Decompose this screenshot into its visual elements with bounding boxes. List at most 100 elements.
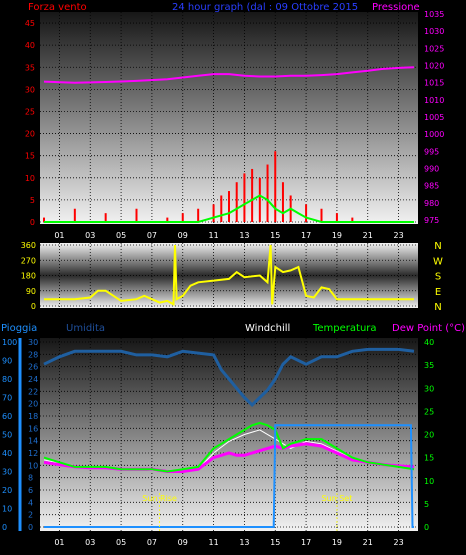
axes: 0510152025303540459759809859909951000100…	[2, 10, 444, 547]
humidity-axis-tick: 26	[28, 363, 38, 372]
rain-axis-tick: 50	[2, 431, 12, 440]
humidity-axis-tick: 0	[28, 523, 33, 532]
label-umidita: Umidita	[66, 323, 105, 334]
wind-axis-tick: 40	[25, 41, 35, 50]
x-tick-label: 17	[301, 538, 311, 547]
humidity-axis-tick: 8	[28, 474, 33, 483]
x-tick-label: 13	[239, 538, 249, 547]
humidity-axis-tick: 6	[28, 486, 33, 495]
temperature-axis-tick: 15	[424, 454, 434, 463]
annotations: Sun Rise Sun Set	[142, 493, 352, 531]
panel-temp-bg	[40, 338, 418, 531]
x-tick-label: 05	[116, 538, 126, 547]
pressure-axis-tick: 1000	[424, 130, 444, 139]
pressure-axis-tick: 1035	[424, 10, 444, 19]
rain-axis-tick: 0	[2, 523, 7, 532]
humidity-axis-tick: 14	[28, 437, 38, 446]
wind-axis-tick: 0	[30, 218, 35, 227]
humidity-axis-tick: 16	[28, 424, 38, 433]
compass-label: N	[434, 302, 441, 313]
x-tick-label: 11	[208, 231, 218, 240]
temperature-axis-tick: 5	[424, 500, 429, 509]
x-tick-label: 03	[85, 538, 95, 547]
wind-axis-tick: 25	[25, 107, 35, 116]
wind-axis-tick: 35	[25, 63, 35, 72]
humidity-axis-tick: 18	[28, 412, 38, 421]
label-pioggia: Pioggia	[1, 323, 37, 334]
grid-temp	[40, 338, 418, 531]
pressure-line	[43, 66, 415, 84]
humidity-axis-tick: 20	[28, 400, 38, 409]
pressure-axis-tick: 1030	[424, 27, 444, 36]
x-tick-label: 01	[54, 538, 64, 547]
temperature-axis-tick: 10	[424, 477, 434, 486]
humidity-axis-tick: 10	[28, 461, 38, 470]
wind-direction-line	[44, 244, 414, 306]
rain-axis-tick: 20	[2, 486, 12, 495]
rain-axis-tick: 10	[2, 505, 12, 514]
x-tick-label: 19	[332, 231, 342, 240]
temperature-axis-tick: 0	[424, 523, 429, 532]
rain-axis-tick: 60	[2, 412, 12, 421]
pressure-axis-tick: 995	[424, 147, 439, 156]
direction-axis-tick: 360	[21, 241, 36, 250]
compass-label: E	[435, 287, 441, 298]
x-tick-label: 15	[270, 538, 280, 547]
pressure-axis-tick: 1020	[424, 62, 444, 71]
sunrise-label: Sun Rise	[142, 494, 177, 503]
temperature-axis-tick: 40	[424, 338, 434, 347]
x-tick-label: 23	[393, 538, 403, 547]
rain-axis-tick: 100	[2, 338, 17, 347]
pressure-axis-tick: 980	[424, 199, 439, 208]
direction-axis-tick: 0	[31, 302, 36, 311]
x-tick-label: 17	[301, 231, 311, 240]
sunset-label: Sun Set	[321, 494, 352, 503]
humidity-axis-tick: 2	[28, 511, 33, 520]
gust-line	[44, 194, 414, 223]
x-tick-label: 11	[208, 538, 218, 547]
rain-axis-tick: 90	[2, 357, 12, 366]
compass-label: N	[434, 241, 441, 252]
label-windchill: Windchill	[245, 323, 290, 334]
pressure-axis-tick: 1005	[424, 113, 444, 122]
pressure-axis-tick: 1015	[424, 79, 444, 88]
temperature-axis-tick: 20	[424, 431, 434, 440]
x-tick-label: 07	[147, 538, 157, 547]
rain-axis-tick: 40	[2, 449, 12, 458]
temperature-axis-tick: 25	[424, 407, 434, 416]
humidity-axis-tick: 28	[28, 350, 38, 359]
rain-line	[44, 424, 414, 528]
wind-axis-tick: 10	[25, 174, 35, 183]
label-temperatura: Temperatura	[312, 323, 377, 334]
humidity-axis-tick: 22	[28, 387, 38, 396]
humidity-axis-tick: 24	[28, 375, 38, 384]
x-tick-label: 09	[178, 538, 188, 547]
wind-axis-tick: 45	[25, 19, 35, 28]
compass-label: W	[433, 256, 443, 267]
x-tick-label: 15	[270, 231, 280, 240]
pressure-axis-tick: 1025	[424, 44, 444, 53]
header-right-label: Pressione	[372, 2, 420, 13]
wind-axis-tick: 15	[25, 152, 35, 161]
header-title: 24 hour graph (dal : 09 Ottobre 2015	[172, 2, 358, 13]
x-tick-label: 21	[363, 231, 373, 240]
x-tick-label: 13	[239, 231, 249, 240]
temperature-line	[43, 421, 415, 473]
humidity-axis-tick: 4	[28, 498, 33, 507]
x-tick-label: 01	[54, 231, 64, 240]
x-tick-label: 23	[393, 231, 403, 240]
pressure-axis-tick: 990	[424, 165, 439, 174]
wind-axis-tick: 20	[25, 130, 35, 139]
rain-axis-tick: 30	[2, 468, 12, 477]
header-left-label: Forza vento	[28, 2, 87, 13]
temperature-axis-tick: 35	[424, 361, 434, 370]
rain-axis-tick: 70	[2, 394, 12, 403]
grid-direction	[40, 243, 418, 308]
humidity-line	[43, 347, 415, 407]
x-tick-label: 05	[116, 231, 126, 240]
wind-axis-tick: 30	[25, 85, 35, 94]
x-tick-label: 09	[178, 231, 188, 240]
series-layer	[43, 66, 415, 528]
rain-axis-tick: 80	[2, 375, 12, 384]
